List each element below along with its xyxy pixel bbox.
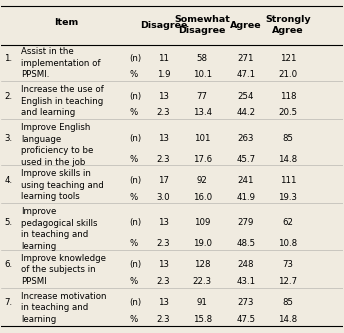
Text: 48.5: 48.5 <box>236 239 255 248</box>
Text: 43.1: 43.1 <box>236 277 255 286</box>
Text: Assist in the
implementation of
PPSMI.: Assist in the implementation of PPSMI. <box>21 47 101 79</box>
Text: 3.0: 3.0 <box>157 193 170 202</box>
Text: 10.1: 10.1 <box>193 70 212 79</box>
Text: 2.3: 2.3 <box>157 239 170 248</box>
Text: 128: 128 <box>194 260 211 269</box>
Text: 279: 279 <box>237 218 254 227</box>
Text: 16.0: 16.0 <box>193 193 212 202</box>
Text: 13: 13 <box>158 218 169 227</box>
Text: 263: 263 <box>237 134 254 143</box>
Text: (n): (n) <box>129 260 141 269</box>
Text: Increase motivation
in teaching and
learning: Increase motivation in teaching and lear… <box>21 292 107 324</box>
Text: 92: 92 <box>197 176 207 185</box>
Text: 47.5: 47.5 <box>236 315 255 324</box>
Text: 7.: 7. <box>4 298 12 307</box>
Text: 101: 101 <box>194 134 211 143</box>
Text: 2.: 2. <box>4 92 12 101</box>
Text: 47.1: 47.1 <box>236 70 255 79</box>
Text: 5.: 5. <box>4 218 12 227</box>
Text: 45.7: 45.7 <box>236 155 255 164</box>
Text: 20.5: 20.5 <box>278 108 297 117</box>
Text: %: % <box>129 108 137 117</box>
Text: 13: 13 <box>158 92 169 101</box>
Text: (n): (n) <box>129 176 141 185</box>
Text: 4.: 4. <box>4 176 12 185</box>
Text: %: % <box>129 239 137 248</box>
Text: 14.8: 14.8 <box>278 155 297 164</box>
Text: 271: 271 <box>237 54 254 63</box>
Text: Improve
pedagogical skills
in teaching and
learning: Improve pedagogical skills in teaching a… <box>21 207 98 251</box>
Text: 241: 241 <box>237 176 254 185</box>
Text: 2.3: 2.3 <box>157 315 170 324</box>
Text: 21.0: 21.0 <box>278 70 297 79</box>
Text: 91: 91 <box>197 298 207 307</box>
Text: (n): (n) <box>129 92 141 101</box>
Text: 22.3: 22.3 <box>193 277 212 286</box>
Text: 2.3: 2.3 <box>157 155 170 164</box>
Text: 13: 13 <box>158 134 169 143</box>
Text: 121: 121 <box>280 54 296 63</box>
Text: Disagree: Disagree <box>140 21 187 30</box>
Text: 15.8: 15.8 <box>193 315 212 324</box>
Text: %: % <box>129 193 137 202</box>
Text: 254: 254 <box>237 92 254 101</box>
Text: Somewhat
Disagree: Somewhat Disagree <box>174 15 230 36</box>
Text: Agree: Agree <box>230 21 261 30</box>
Text: %: % <box>129 277 137 286</box>
Text: 3.: 3. <box>4 134 12 143</box>
Text: 12.7: 12.7 <box>278 277 297 286</box>
Text: 44.2: 44.2 <box>236 108 255 117</box>
Text: 13: 13 <box>158 298 169 307</box>
Text: 85: 85 <box>282 298 293 307</box>
Text: Improve knowledge
of the subjects in
PPSMI: Improve knowledge of the subjects in PPS… <box>21 254 106 286</box>
Text: 273: 273 <box>237 298 254 307</box>
Text: %: % <box>129 315 137 324</box>
Text: 58: 58 <box>197 54 208 63</box>
Text: %: % <box>129 70 137 79</box>
Text: 11: 11 <box>158 54 169 63</box>
Text: %: % <box>129 155 137 164</box>
Text: 17: 17 <box>158 176 169 185</box>
Text: 77: 77 <box>197 92 208 101</box>
Text: Improve skills in
using teaching and
learning tools: Improve skills in using teaching and lea… <box>21 169 104 201</box>
Text: (n): (n) <box>129 218 141 227</box>
Text: 85: 85 <box>282 134 293 143</box>
Text: 1.: 1. <box>4 54 12 63</box>
Text: 2.3: 2.3 <box>157 277 170 286</box>
Text: 118: 118 <box>280 92 296 101</box>
Text: Improve English
language
proficiency to be
used in the job: Improve English language proficiency to … <box>21 123 94 166</box>
Text: (n): (n) <box>129 298 141 307</box>
Text: (n): (n) <box>129 134 141 143</box>
Text: 10.8: 10.8 <box>278 239 297 248</box>
Text: 248: 248 <box>237 260 254 269</box>
Text: 19.3: 19.3 <box>278 193 297 202</box>
Text: 62: 62 <box>282 218 293 227</box>
Text: (n): (n) <box>129 54 141 63</box>
Text: 14.8: 14.8 <box>278 315 297 324</box>
Text: 13.4: 13.4 <box>193 108 212 117</box>
Text: 13: 13 <box>158 260 169 269</box>
Text: 41.9: 41.9 <box>236 193 255 202</box>
Text: 109: 109 <box>194 218 210 227</box>
Text: 17.6: 17.6 <box>193 155 212 164</box>
Text: Strongly
Agree: Strongly Agree <box>265 15 311 36</box>
Text: 19.0: 19.0 <box>193 239 212 248</box>
Text: 111: 111 <box>280 176 296 185</box>
Text: 6.: 6. <box>4 260 12 269</box>
Text: 73: 73 <box>282 260 293 269</box>
Text: Increase the use of
English in teaching
and learning: Increase the use of English in teaching … <box>21 85 104 117</box>
Text: 2.3: 2.3 <box>157 108 170 117</box>
Text: 1.9: 1.9 <box>157 70 170 79</box>
Text: Item: Item <box>54 18 78 27</box>
